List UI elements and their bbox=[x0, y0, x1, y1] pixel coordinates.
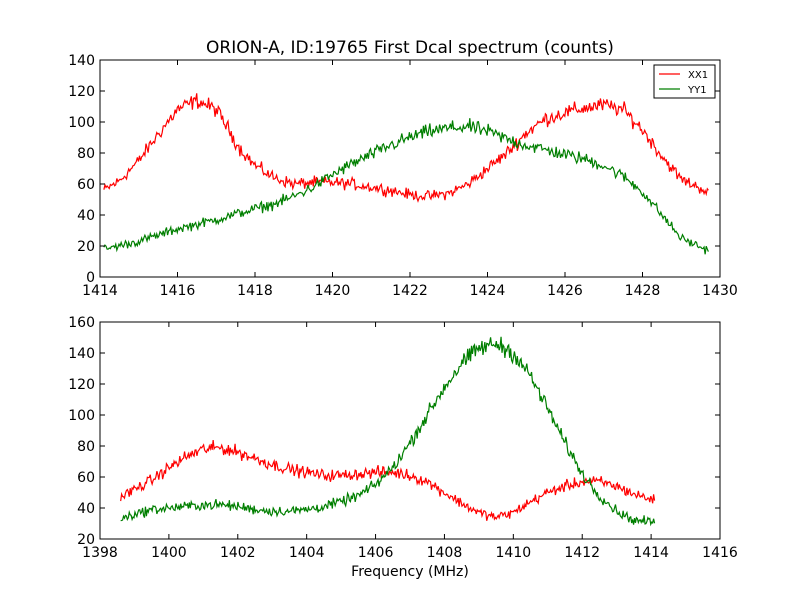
legend-box bbox=[653, 64, 716, 99]
x-tick-label: 1410 bbox=[496, 545, 532, 561]
x-tick-label: 1400 bbox=[151, 545, 187, 561]
x-tick-label: 1428 bbox=[625, 283, 661, 299]
y-tick-label: 20 bbox=[77, 532, 95, 548]
plot-frame-bottom bbox=[99, 321, 721, 540]
axes-bottom: 1398 1400 1402 1404 1406 1408 1410 1412 1414 1416… bbox=[68, 315, 738, 580]
x-tick-label: 1416 bbox=[160, 283, 196, 299]
series-line-yy1-top bbox=[103, 118, 709, 255]
y-tick-label: 120 bbox=[68, 84, 95, 100]
x-tick-label: 1398 bbox=[82, 545, 118, 561]
x-tick-label: 1406 bbox=[358, 545, 394, 561]
x-tick-label: 1408 bbox=[427, 545, 463, 561]
y-tick-label: 40 bbox=[77, 208, 95, 224]
y-tick-label: 20 bbox=[77, 239, 95, 255]
y-tick-label: 160 bbox=[68, 315, 95, 331]
y-tick-label: 80 bbox=[77, 439, 95, 455]
x-tick-label: 1414 bbox=[633, 545, 669, 561]
legend-label-xx1: XX1 bbox=[688, 70, 708, 81]
x-tick-label: 1426 bbox=[547, 283, 583, 299]
axes-top: 1414 1416 1418 1420 1422 1424 1426 1428 1430 0 20 4… bbox=[68, 53, 738, 299]
x-tick-label: 1418 bbox=[237, 283, 273, 299]
y-tick-label: 100 bbox=[68, 408, 95, 424]
series-line-xx1-top bbox=[103, 93, 709, 203]
chart-title: ORION-A, ID:19765 First Dcal spectrum (c… bbox=[206, 38, 614, 58]
x-tick-label: 1420 bbox=[315, 283, 351, 299]
x-tick-label: 1422 bbox=[392, 283, 428, 299]
y-tick-label: 120 bbox=[68, 377, 95, 393]
y-tick-label: 80 bbox=[77, 146, 95, 162]
x-tick-label: 1414 bbox=[82, 283, 118, 299]
x-tick-label: 1430 bbox=[702, 283, 738, 299]
series-line-yy1-bottom bbox=[120, 336, 656, 527]
x-tick-label: 1412 bbox=[564, 545, 600, 561]
y-tick-label: 60 bbox=[77, 470, 95, 486]
x-tick-label: 1402 bbox=[220, 545, 256, 561]
y-tick-label: 140 bbox=[68, 346, 95, 362]
y-tick-label: 100 bbox=[68, 115, 95, 131]
x-axis-label: Frequency (MHz) bbox=[351, 564, 469, 580]
x-tick-label: 1404 bbox=[289, 545, 325, 561]
x-tick-label: 1416 bbox=[702, 545, 738, 561]
y-tick-label: 40 bbox=[77, 501, 95, 517]
y-tick-label: 60 bbox=[77, 177, 95, 193]
x-tick-label: 1424 bbox=[470, 283, 506, 299]
y-tick-label: 140 bbox=[68, 53, 95, 69]
y-tick-label: 0 bbox=[86, 270, 95, 286]
legend-label-yy1: YY1 bbox=[687, 85, 707, 96]
